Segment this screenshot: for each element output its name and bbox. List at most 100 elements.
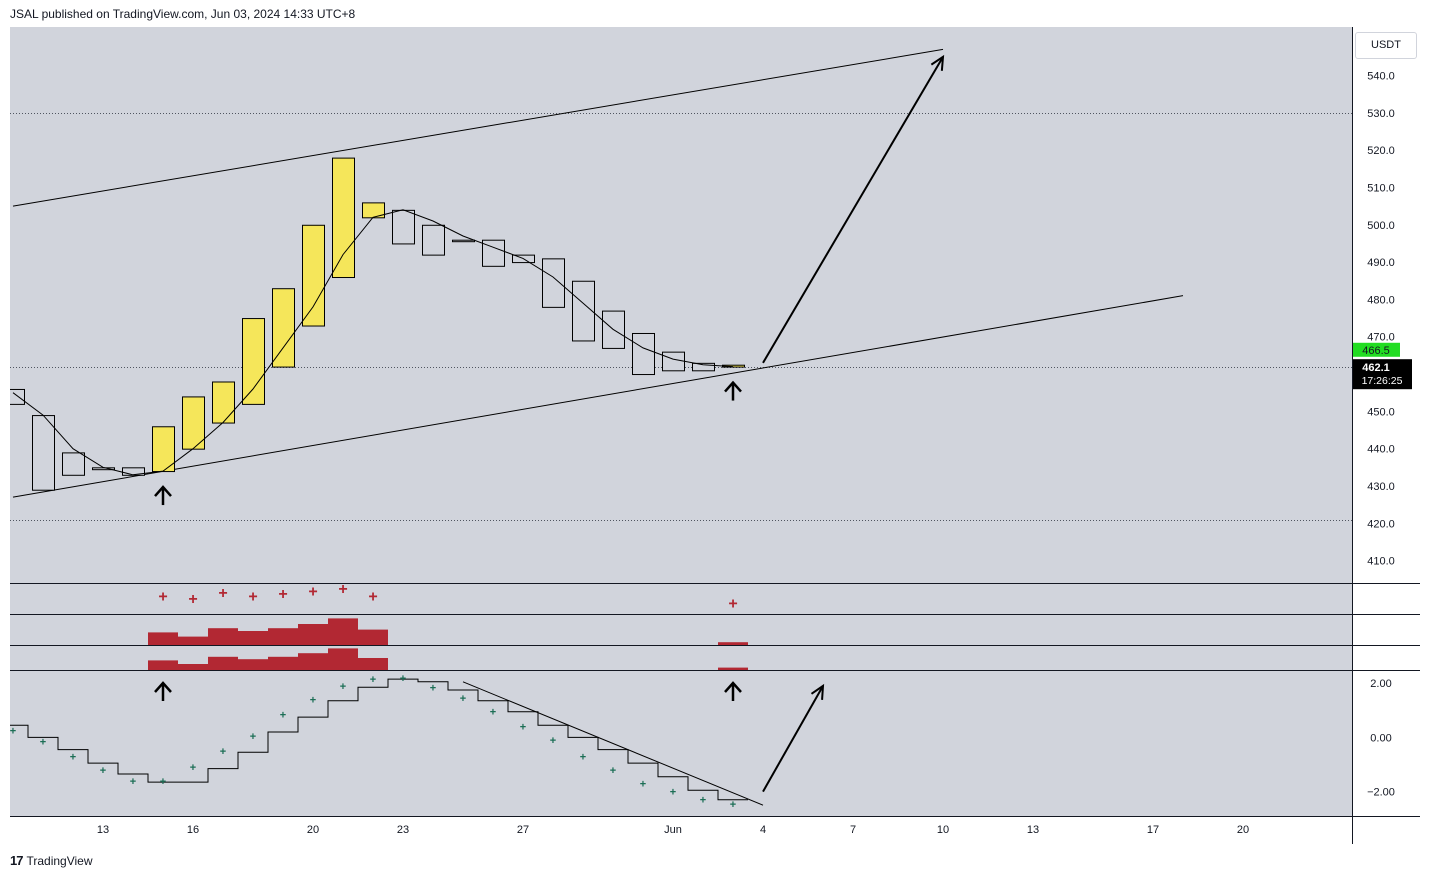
histogram-bar-upper: [328, 618, 358, 645]
plot-background: [10, 27, 1352, 816]
histogram-bar-upper: [358, 629, 388, 645]
plus-marker: +: [728, 595, 737, 612]
current-price-label-bg: [1353, 359, 1412, 390]
oscillator-projection-arrow-head: [810, 683, 825, 700]
candle: [662, 351, 685, 372]
oscillator-trendline: [462, 681, 764, 806]
chart-svg[interactable]: + + + + + + + + + + + + + + + + + + + + + + + + + + + + + + + + + + 540.0…: [10, 27, 1420, 844]
histogram-bar-upper: [208, 628, 238, 645]
price-axis-tick-label: 510.0: [1367, 182, 1395, 194]
price-axis-tick-label: 430.0: [1367, 481, 1395, 493]
candle: [62, 452, 85, 476]
histogram-bar-lower: [298, 653, 328, 670]
candle: [692, 362, 715, 372]
time-axis-tick-label: 4: [760, 824, 766, 836]
tradingview-logo-icon: 17: [10, 853, 24, 868]
candles: [10, 157, 745, 491]
oscillator-dot: +: [250, 731, 256, 743]
histogram-bar-lower: [208, 656, 238, 670]
oscillator-dot: +: [10, 726, 16, 738]
channel-trendline: [12, 295, 1184, 498]
oscillator-projection-arrow: [762, 685, 824, 793]
axis-background: [1352, 27, 1420, 816]
time-axis-tick-label: 17: [1147, 824, 1159, 836]
candle: [392, 209, 415, 245]
time-axis-tick-label: 23: [397, 824, 409, 836]
oscillator-dot: +: [190, 762, 196, 774]
oscillator-dot: +: [490, 707, 496, 719]
oscillator-dot: +: [100, 765, 106, 777]
up-signal-arrow-icon-head: [154, 485, 172, 497]
drawings: [12, 48, 1184, 806]
oscillator-dot: +: [460, 693, 466, 705]
footer: 17 TradingView: [10, 853, 93, 868]
candle: [422, 224, 445, 256]
time-axis-tick-label: 20: [307, 824, 319, 836]
oscillator-dot: +: [640, 778, 646, 790]
candle: [182, 396, 205, 450]
time-axis-tick-label: 10: [937, 824, 949, 836]
oscillator-dot: +: [400, 673, 406, 685]
candle: [32, 415, 55, 491]
oscillator-dot: +: [130, 776, 136, 788]
current-price-label: 462.1: [1362, 362, 1390, 374]
price-axis-tick-label: 520.0: [1367, 145, 1395, 157]
histogram-bar-upper: [718, 642, 748, 645]
candle: [302, 224, 325, 327]
footer-logo-text: TradingView: [26, 853, 93, 868]
candle: [332, 157, 355, 279]
plus-marker: +: [248, 588, 257, 605]
histogram-bar-lower: [148, 660, 178, 670]
oscillator-dot: +: [340, 681, 346, 693]
price-axis-tick-label: 500.0: [1367, 220, 1395, 232]
oscillator-axis-tick-label: 0.00: [1370, 732, 1391, 744]
oscillator-dot: +: [280, 709, 286, 721]
price-axis-tick-label: 450.0: [1367, 406, 1395, 418]
time-axis-tick-label: 13: [97, 824, 109, 836]
oscillator-dot: +: [700, 795, 706, 807]
indicator-panes: + + + + + + + + + + + + + + + + + + + + + + + + + + + + + + + + + +: [10, 581, 748, 811]
currency-badge[interactable]: USDT: [1355, 32, 1417, 59]
up-signal-arrow-icon-head: [724, 380, 742, 393]
time-axis-tick-label: 20: [1237, 824, 1249, 836]
candle: [272, 288, 295, 368]
candle: [122, 467, 145, 476]
projection-arrow-head: [930, 54, 945, 71]
price-axis-tick-label: 410.0: [1367, 556, 1395, 568]
oscillator-dot: +: [160, 776, 166, 788]
time-axis-tick-label: Jun: [664, 824, 682, 836]
candle: [572, 280, 595, 342]
candle: [482, 239, 505, 267]
up-signal-arrow-icon-head: [154, 681, 172, 693]
histogram-bar-lower: [238, 659, 268, 670]
plus-marker: +: [308, 583, 317, 600]
plus-marker: +: [158, 588, 167, 605]
price-axis-tick-label: 470.0: [1367, 332, 1395, 344]
projection-arrow: [762, 56, 944, 364]
countdown-label: 17:26:25: [1362, 375, 1403, 387]
oscillator-step-line: [10, 678, 748, 801]
price-axis-tick-label: 540.0: [1367, 71, 1395, 83]
oscillator-dot: +: [40, 736, 46, 748]
oscillator-dot: +: [70, 751, 76, 763]
oscillator-dot: +: [370, 674, 376, 686]
plus-marker: +: [368, 588, 377, 605]
histogram-bar-lower: [328, 648, 358, 670]
histogram-bar-lower: [178, 664, 208, 670]
histogram-bar-lower: [718, 667, 748, 670]
candle: [542, 258, 565, 308]
oscillator-dot: +: [610, 765, 616, 777]
price-labels: 466.5 462.117:26:25: [1353, 342, 1412, 390]
chart-frame[interactable]: + + + + + + + + + + + + + + + + + + + + + + + + + + + + + + + + + + 540.0…: [10, 27, 1420, 844]
oscillator-axis-tick-label: 2.00: [1370, 678, 1391, 690]
candle: [10, 388, 25, 405]
oscillator-dot: +: [430, 682, 436, 694]
histogram-bar-upper: [148, 632, 178, 645]
histogram-bar-lower: [358, 658, 388, 670]
axes: 540.0530.0520.0510.0500.0490.0480.0470.0…: [97, 71, 1395, 836]
up-signal-arrow-icon-head: [724, 681, 742, 693]
publisher-line: JSAL published on TradingView.com, Jun 0…: [10, 7, 356, 21]
oscillator-dot: +: [580, 751, 586, 763]
oscillator-dot: +: [310, 694, 316, 706]
candle: [242, 318, 265, 405]
